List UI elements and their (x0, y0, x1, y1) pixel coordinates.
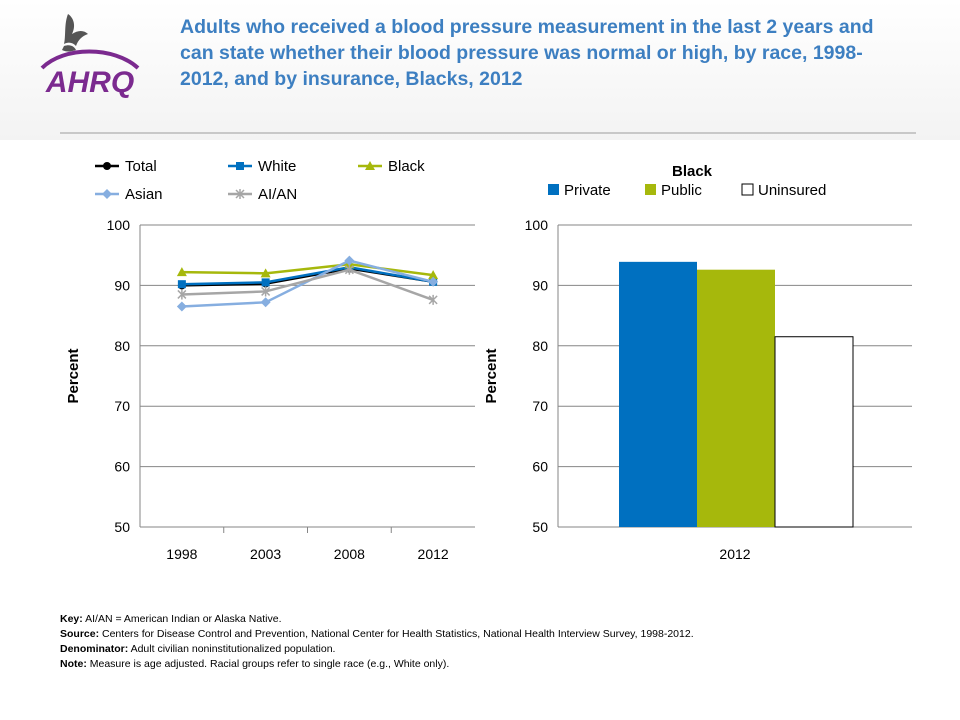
point-black-2012 (428, 270, 439, 280)
line-chart-y-tick-label: 70 (114, 398, 130, 414)
point-asian-2003 (260, 297, 271, 308)
footnotes: Key: AI/AN = American Indian or Alaska N… (60, 612, 920, 672)
logo-text: AHRQ (45, 66, 134, 99)
series-line-black (181, 263, 434, 277)
legend-swatch-public (645, 184, 656, 195)
page-title: Adults who received a blood pressure mea… (180, 16, 874, 90)
footnote-source: Source: Centers for Disease Control and … (60, 628, 694, 640)
line-chart-y-tick-label: 50 (114, 519, 130, 535)
point-white-2003 (261, 278, 270, 287)
header-divider (60, 132, 916, 134)
point-ai-an-2008 (344, 264, 354, 275)
point-ai-an-1998 (177, 289, 187, 300)
legend-swatch-uninsured (741, 183, 754, 196)
footnote-denominator: Denominator: Adult civilian noninstituti… (60, 643, 336, 655)
series-line-white (181, 266, 434, 286)
legend-label-ai-an: AI/AN (258, 186, 297, 203)
point-asian-2008 (344, 255, 355, 266)
line-chart-y-tick-label: 100 (107, 217, 131, 233)
line-chart-y-tick-label: 60 (114, 459, 130, 475)
legend-label-white: White (258, 158, 296, 175)
legend-marker-black (365, 161, 375, 170)
line-chart-y-tick-label: 80 (114, 338, 130, 354)
point-black-2003 (260, 268, 271, 278)
point-black-1998 (176, 267, 187, 277)
bar-chart-y-tick-label: 50 (532, 519, 548, 535)
charts-area: 50 60 70 80 90 100 Percent 1998 2003 2008 2012 Tota… (65, 158, 912, 562)
point-ai-an-2012 (428, 294, 438, 305)
legend-marker-ai-an (235, 189, 245, 199)
bar-chart-y-tick-label: 100 (525, 217, 549, 233)
line-chart-y-tick-label: 90 (114, 277, 130, 293)
line-chart-x-tick-label: 2003 (250, 546, 281, 562)
legend-label-public: Public (661, 182, 702, 199)
line-chart-x-tick-label: 1998 (166, 546, 197, 562)
legend-label-uninsured: Uninsured (758, 182, 826, 199)
bar-chart-title: Black (672, 163, 713, 180)
ahrq-logo: AHRQ (40, 14, 140, 99)
bar-chart-y-tick-label: 90 (532, 277, 548, 293)
legend-label-black: Black (388, 158, 425, 175)
legend-marker-asian (102, 189, 112, 199)
legend-label-asian: Asian (125, 186, 163, 203)
bar-public-2012 (697, 269, 775, 527)
point-asian-1998 (176, 301, 187, 312)
legend-label-total: Total (125, 158, 157, 175)
point-white-1998 (177, 280, 186, 289)
bar-chart-y-tick-label: 80 (532, 338, 548, 354)
logo-swoosh-icon (40, 49, 140, 70)
bar-chart-y-axis-label: Percent (483, 348, 500, 403)
point-ai-an-2003 (261, 286, 271, 297)
slide-header: AHRQ Adults who received a blood pressur… (0, 0, 960, 140)
footnote-note: Note: Measure is age adjusted. Racial gr… (60, 658, 450, 670)
series-line-ai-an (181, 268, 434, 302)
legend-marker-white (236, 162, 244, 170)
hhs-eagle-icon (62, 14, 88, 52)
point-asian-2012 (428, 276, 439, 287)
footnote-key: Key: AI/AN = American Indian or Alaska N… (60, 613, 282, 625)
legend-marker-total (103, 162, 111, 170)
bar-chart-x-tick-label: 2012 (719, 546, 750, 562)
bar-uninsured-2012 (774, 336, 854, 528)
line-chart-x-tick-label: 2012 (418, 546, 449, 562)
bar-private-2012 (619, 261, 697, 527)
bar-chart-y-tick-label: 70 (532, 398, 548, 414)
line-chart-y-axis-label: Percent (65, 348, 82, 403)
legend-label-private: Private (564, 182, 611, 199)
bar-chart-y-tick-label: 60 (532, 459, 548, 475)
legend-swatch-private (548, 184, 559, 195)
line-chart-x-tick-label: 2008 (334, 546, 365, 562)
